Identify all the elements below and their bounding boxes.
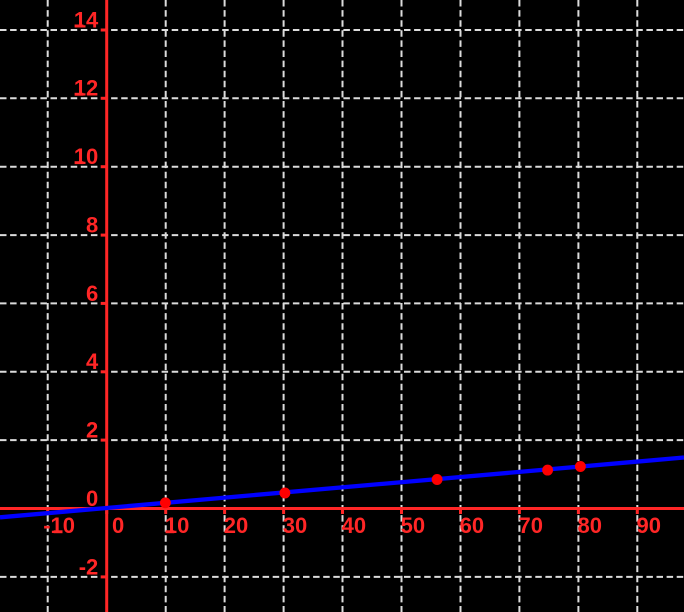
svg-text:6: 6 [86, 281, 98, 306]
svg-text:8: 8 [86, 213, 98, 238]
svg-text:12: 12 [74, 76, 98, 101]
svg-text:50: 50 [401, 513, 425, 538]
svg-text:20: 20 [224, 513, 248, 538]
svg-text:40: 40 [342, 513, 366, 538]
svg-text:10: 10 [74, 144, 98, 169]
svg-text:70: 70 [519, 513, 543, 538]
svg-text:60: 60 [460, 513, 484, 538]
svg-text:-2: -2 [79, 554, 99, 579]
svg-text:14: 14 [74, 7, 99, 32]
svg-text:0: 0 [112, 513, 124, 538]
svg-text:-10: -10 [43, 513, 75, 538]
svg-text:4: 4 [86, 349, 99, 374]
svg-text:0: 0 [86, 486, 98, 511]
svg-text:80: 80 [578, 513, 602, 538]
svg-text:10: 10 [165, 513, 189, 538]
svg-text:2: 2 [86, 418, 98, 443]
svg-text:30: 30 [283, 513, 307, 538]
svg-text:90: 90 [636, 513, 660, 538]
